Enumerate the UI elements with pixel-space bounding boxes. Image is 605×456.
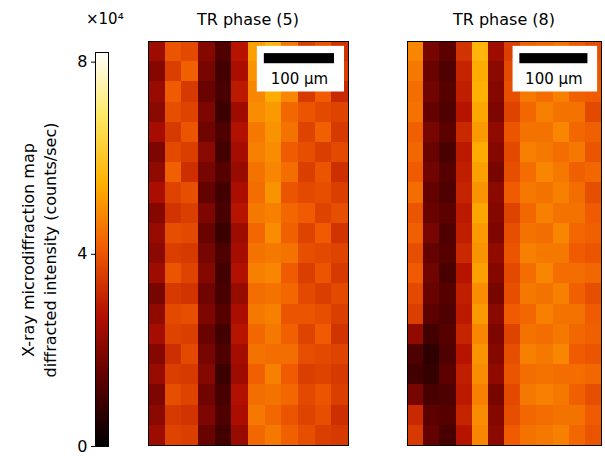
html-text:X-ray microdiffraction map: X-ray microdiffraction map [19,143,38,357]
html-text:TR phase (5): TR phase (5) [197,10,299,29]
svg-text:0: 0 [77,437,87,456]
svg-text:100 µm: 100 µm [525,70,583,88]
html-text:diffracted intensity (counts/s: diffracted intensity (counts/sec) [41,122,60,378]
svg-text:4: 4 [77,244,87,263]
html-text:×10⁴: ×10⁴ [86,10,124,28]
html-text:TR phase (8): TR phase (8) [453,10,555,29]
svg-text:100 µm: 100 µm [271,70,329,88]
svg-text:8: 8 [77,52,87,71]
